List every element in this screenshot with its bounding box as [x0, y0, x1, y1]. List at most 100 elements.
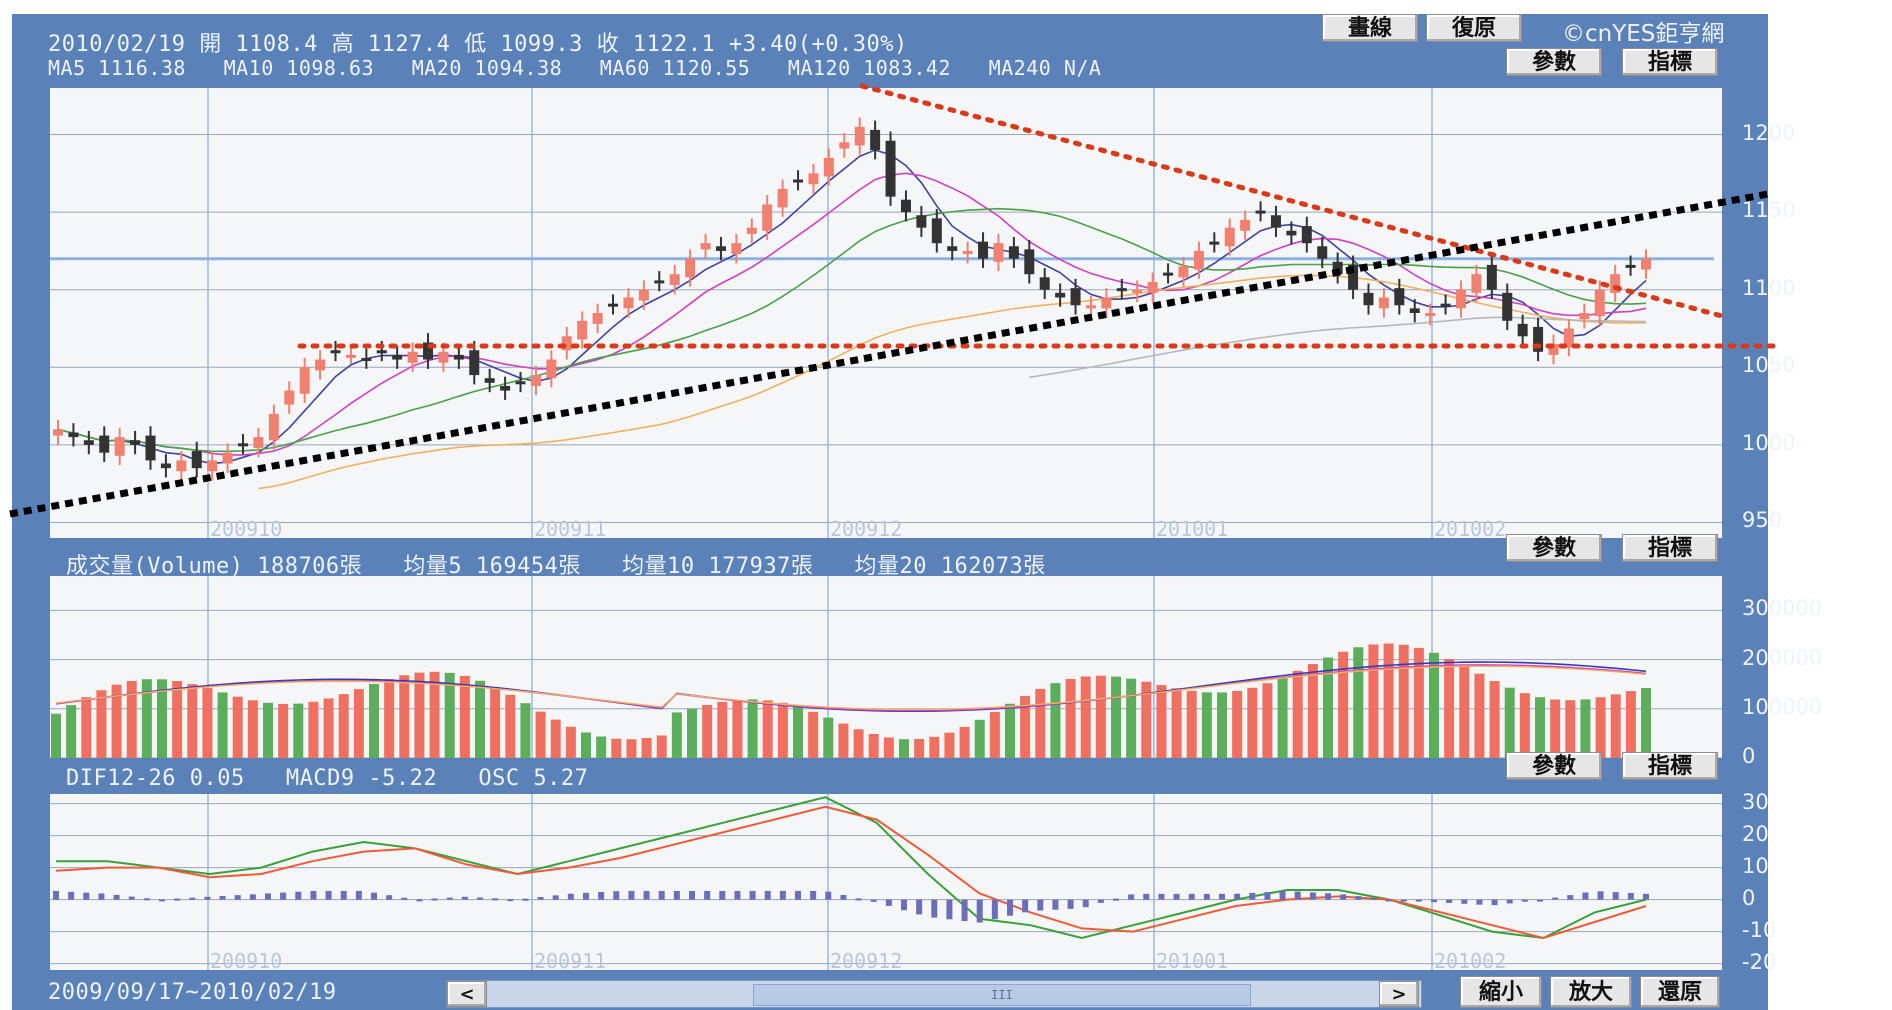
- zoom-in-button[interactable]: 放大: [1550, 976, 1632, 1008]
- candle-body: [160, 463, 171, 469]
- candle-body: [1363, 292, 1374, 306]
- scroll-thumb[interactable]: III: [753, 984, 1251, 1006]
- volume-bar: [1474, 673, 1485, 758]
- macd-osc-bar: [98, 893, 105, 900]
- candle-body: [1024, 249, 1035, 275]
- volume-bar: [1383, 643, 1394, 758]
- volume-bar: [1020, 695, 1031, 758]
- candle-body: [361, 358, 372, 361]
- candle-body: [993, 243, 1004, 262]
- brand-label: ©cnYES鉅亨網: [1562, 21, 1725, 47]
- candle-body: [345, 354, 356, 358]
- volume-bar: [1111, 676, 1121, 758]
- volume-bar: [762, 700, 773, 758]
- scroll-right-button[interactable]: >: [1379, 981, 1419, 1007]
- volume-bar: [611, 738, 622, 758]
- macd-osc-bar: [1219, 893, 1225, 900]
- macd-osc-bar: [507, 899, 514, 902]
- volume-bar: [1126, 678, 1137, 758]
- volume-bar: [1595, 697, 1606, 758]
- zoom-out-button[interactable]: 縮小: [1460, 976, 1542, 1008]
- volume-bar: [1519, 693, 1530, 758]
- volume-bar: [1171, 688, 1182, 758]
- volume-bar: [293, 703, 304, 758]
- candle-body: [1394, 288, 1405, 306]
- volume-bar: [141, 679, 152, 758]
- macd-osc-bar: [522, 898, 529, 901]
- macd-osc-bar: [583, 892, 589, 900]
- candle-body: [53, 429, 63, 436]
- macd-osc-bar: [174, 898, 181, 901]
- volume-bar: [626, 739, 637, 758]
- candle-body: [238, 443, 249, 447]
- candle-body: [1270, 215, 1281, 228]
- volume-bar: [1262, 683, 1273, 758]
- volume-params-button[interactable]: 參數: [1506, 534, 1602, 562]
- macd-osc-bar: [1037, 899, 1044, 911]
- macd-tick-label: 30: [1742, 789, 1769, 814]
- macd-osc-bar: [295, 891, 302, 900]
- macd-osc-bar: [764, 890, 771, 900]
- undo-button[interactable]: 復原: [1426, 14, 1522, 42]
- volume-chart: [50, 576, 1722, 759]
- volume-bar: [490, 687, 501, 758]
- price-params-button[interactable]: 參數: [1506, 48, 1602, 76]
- macd-indicator-button[interactable]: 指標: [1622, 752, 1718, 780]
- macd-tick-label: 20: [1742, 821, 1769, 846]
- draw-line-button[interactable]: 畫線: [1322, 14, 1418, 42]
- price-indicator-button[interactable]: 指標: [1622, 48, 1718, 76]
- macd-osc-bar: [810, 890, 817, 900]
- macd-osc-bar: [1370, 897, 1377, 900]
- volume-bar: [96, 690, 107, 758]
- macd-osc-bar: [1506, 899, 1513, 904]
- volume-bar: [1277, 677, 1288, 758]
- candle-body: [592, 313, 603, 324]
- candle-body: [577, 320, 588, 340]
- volume-bar: [157, 679, 167, 758]
- macd-osc-bar: [1612, 892, 1619, 900]
- macd-osc-bar: [825, 891, 832, 900]
- candle-body: [83, 440, 94, 445]
- candle-body: [207, 460, 218, 472]
- macd-osc-bar: [446, 897, 453, 900]
- candle-body: [299, 367, 310, 394]
- volume-bar: [1398, 644, 1409, 758]
- macd-osc-bar: [1097, 899, 1104, 903]
- volume-bar: [1610, 694, 1621, 758]
- candle-body: [978, 241, 989, 259]
- volume-bar: [444, 672, 455, 758]
- macd-osc-bar: [1052, 899, 1059, 910]
- macd-params-button[interactable]: 參數: [1506, 752, 1602, 780]
- macd-osc-bar: [159, 899, 165, 902]
- price-chart: 200910 200911 200912 201001 201002: [50, 88, 1722, 541]
- candle-body: [1378, 297, 1389, 309]
- macd-plot: 200910 200911 200912 201001 201002: [50, 794, 1722, 973]
- macd-osc-bar: [1173, 893, 1180, 900]
- volume-bar: [338, 694, 349, 758]
- candle-body: [1579, 313, 1590, 320]
- macd-osc-bar: [598, 892, 605, 900]
- candle-body: [1455, 289, 1466, 309]
- scroll-left-button[interactable]: <: [447, 981, 487, 1007]
- volume-bar: [505, 694, 516, 758]
- candle-body: [1147, 281, 1158, 293]
- volume-bar: [1080, 676, 1091, 758]
- macd-osc-bar: [976, 899, 983, 923]
- candle-body: [654, 280, 665, 284]
- volume-bar: [1580, 699, 1591, 758]
- candle-body: [546, 359, 557, 379]
- restore-button[interactable]: 還原: [1640, 976, 1720, 1008]
- volume-bar: [1217, 692, 1227, 758]
- volume-bar: [51, 713, 61, 758]
- volume-bar: [868, 734, 879, 758]
- candle-body: [1286, 230, 1297, 236]
- volume-bar: [308, 701, 319, 758]
- volume-indicator-button[interactable]: 指標: [1622, 534, 1718, 562]
- candle-body: [469, 350, 480, 376]
- candle-body: [1594, 289, 1605, 317]
- candle-body: [268, 413, 279, 441]
- candle-body: [1008, 246, 1019, 259]
- volume-bar: [232, 696, 243, 758]
- candle-body: [1193, 250, 1204, 270]
- timeline-scrollbar[interactable]: < III >: [446, 980, 1422, 1008]
